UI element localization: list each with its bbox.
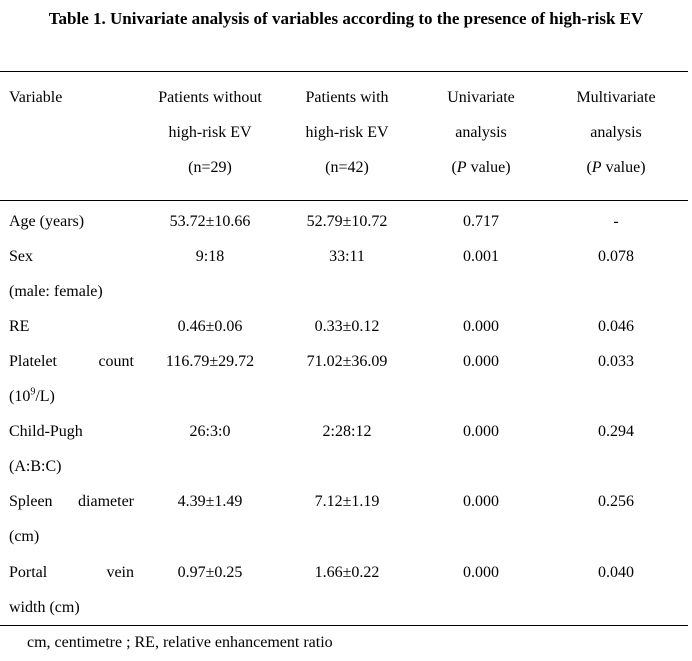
table-footnote: cm, centimetre ; RE, relative enhancemen… [27,634,333,651]
variable-line1: Portal vein [9,564,134,581]
cell-multivariate: 0.040 [598,564,634,581]
cell-variable: Platelet count (109/L) [9,344,134,414]
header-multivariate-line1: Multivariate [576,89,656,106]
table-title: Table 1. Univariate analysis of variable… [48,9,644,28]
variable-line1: Child-Pugh [9,423,83,440]
cell-without: 9:18 [195,248,225,265]
cell-without: 0.46±0.06 [177,318,243,335]
table-top-rule [0,71,688,72]
header-multivariate: Multivariate analysis (P value) [545,80,687,185]
header-patients-without: Patients without high-risk EV (n=29) [140,80,280,185]
cell-variable: Portal vein width (cm) [9,555,134,625]
header-with-line2: high-risk EV [305,124,389,141]
cell-multivariate: - [613,213,619,230]
cell-variable: Spleen diameter (cm) [9,484,134,554]
cell-with: 71.02±36.09 [306,353,388,370]
header-without-line3: (n=29) [188,159,232,176]
cell-univariate: 0.000 [463,353,499,370]
header-patients-with: Patients with high-risk EV (n=42) [278,80,416,185]
cell-univariate: 0.000 [463,564,499,581]
variable-line2: (A:B:C) [9,458,62,475]
p-italic: P [456,159,467,176]
p-italic: P [591,159,602,176]
cell-without: 116.79±29.72 [165,353,255,370]
cell-variable: Age (years) [9,213,85,230]
cell-variable: Child-Pugh (A:B:C) [9,414,134,484]
cell-without: 4.39±1.49 [177,493,243,510]
variable-line2: (male: female) [9,283,103,300]
cell-with: 1.66±0.22 [314,564,380,581]
variable-line2: (cm) [9,528,40,545]
cell-univariate: 0.000 [463,493,499,510]
cell-without: 26:3:0 [189,423,231,440]
cell-with: 52.79±10.72 [306,213,388,230]
cell-multivariate: 0.046 [598,318,634,335]
variable-line2: (109/L) [9,379,134,414]
cell-multivariate: 0.033 [598,353,634,370]
variable-line1: Spleen diameter [9,493,134,510]
cell-multivariate: 0.256 [598,493,634,510]
cell-multivariate: 0.294 [598,423,634,440]
header-variable: Variable [9,89,63,106]
variable-line1: Platelet count [9,353,134,370]
cell-univariate: 0.000 [463,423,499,440]
header-univariate: Univariate analysis (P value) [411,80,551,185]
p-value-suffix: value) [470,159,511,176]
cell-variable: RE [9,318,30,335]
cell-multivariate: 0.078 [598,248,634,265]
paren-open: ( [586,159,592,176]
header-without-line1: Patients without [158,89,262,106]
cell-with: 0.33±0.12 [314,318,380,335]
unit-superscript: 9 [30,386,36,398]
p-value-suffix: value) [605,159,646,176]
cell-univariate: 0.000 [463,318,499,335]
header-univariate-line3: (P value) [411,150,551,185]
cell-variable: Sex (male: female) [9,239,134,309]
cell-without: 0.97±0.25 [177,564,243,581]
variable-line1: Sex [9,248,33,265]
cell-without: 53.72±10.66 [169,213,251,230]
cell-with: 2:28:12 [322,423,372,440]
table-header-rule [0,200,688,201]
header-with-line1: Patients with [305,89,389,106]
header-without-line2: high-risk EV [168,124,252,141]
unit-pre: (10 [9,388,31,405]
header-univariate-line1: Univariate [447,89,515,106]
cell-with: 7.12±1.19 [314,493,380,510]
table-bottom-rule [0,625,688,626]
cell-univariate: 0.717 [463,213,499,230]
header-multivariate-line2: analysis [590,124,642,141]
cell-univariate: 0.001 [463,248,499,265]
unit-post: /L) [35,388,55,405]
paren-open: ( [451,159,457,176]
header-univariate-line2: analysis [455,124,507,141]
header-multivariate-line3: (P value) [545,150,687,185]
variable-line2: width (cm) [9,599,80,616]
cell-with: 33:11 [329,248,365,265]
header-with-line3: (n=42) [325,159,369,176]
